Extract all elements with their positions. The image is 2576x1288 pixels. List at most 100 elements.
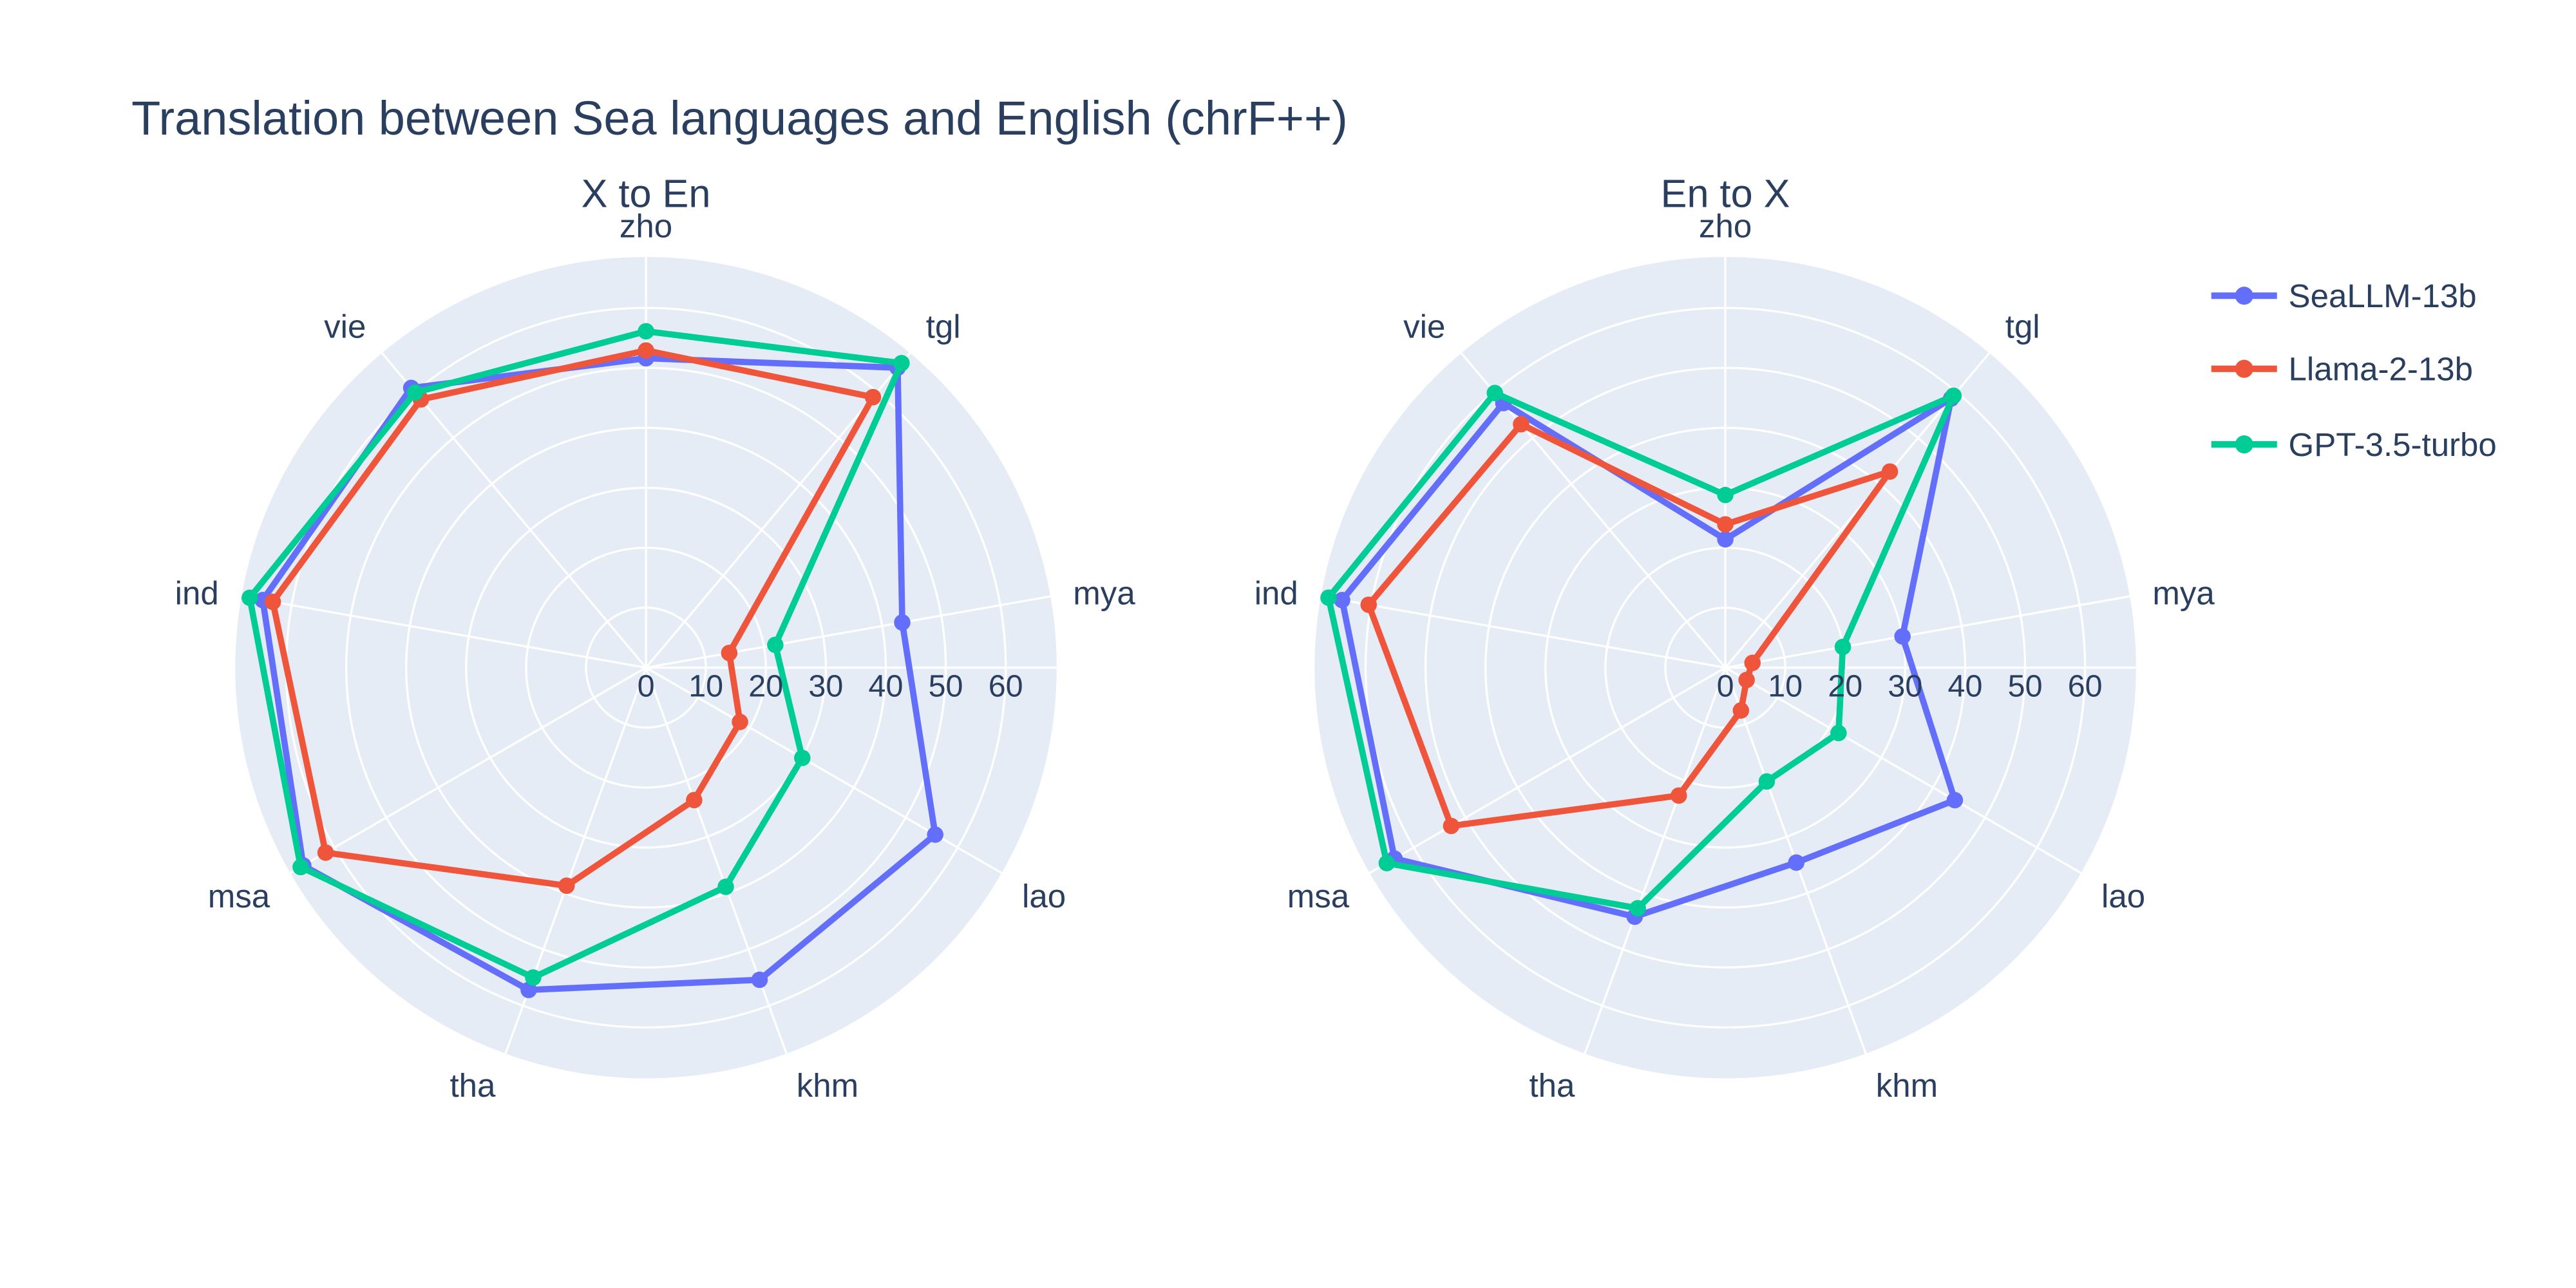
radar-polygon-GPT-3.5-turbo[interactable] — [1325, 390, 1957, 912]
legend-item-gpt-3.5-turbo[interactable]: GPT-3.5-turbo — [2211, 426, 2497, 463]
legend-item-label: GPT-3.5-turbo — [2289, 426, 2497, 463]
data-point-SeaLLM-13b-khm[interactable] — [1788, 854, 1805, 871]
axis-label-vie: vie — [324, 308, 366, 345]
radial-tick-label-30: 30 — [808, 668, 843, 703]
radial-tick-label-30: 30 — [1888, 668, 1922, 703]
radar-polygon-Llama-2-13b[interactable] — [269, 347, 876, 889]
data-point-Llama-2-13b-vie[interactable] — [1513, 415, 1530, 433]
axis-label-khm: khm — [1876, 1067, 1938, 1104]
data-point-GPT-3.5-turbo-tha[interactable] — [1629, 900, 1646, 917]
data-point-Llama-2-13b-msa[interactable] — [317, 844, 334, 861]
data-point-Llama-2-13b-mya[interactable] — [721, 645, 738, 661]
plots-group: X to En 0 10 20 30 40 50 60 zho tgl mya lao khm tha ms… — [175, 171, 2215, 1104]
polar-subplot-en-to-x: En to X 0 10 20 30 40 50 60 zho tgl mya lao khm tha ms… — [1255, 171, 2215, 1104]
axis-label-tha: tha — [450, 1067, 496, 1104]
angular-spoke-mya — [645, 595, 1051, 669]
data-point-GPT-3.5-turbo-msa[interactable] — [1378, 855, 1396, 872]
axis-label-lao: lao — [2101, 878, 2145, 914]
data-point-Llama-2-13b-zho[interactable] — [638, 342, 654, 359]
angular-spoke-khm — [645, 667, 788, 1054]
axis-label-mya: mya — [1073, 575, 1135, 612]
data-point-SeaLLM-13b-ind[interactable] — [1334, 592, 1350, 609]
data-point-GPT-3.5-turbo-zho[interactable] — [1717, 486, 1734, 504]
legend-marker-dot — [2235, 435, 2253, 454]
data-point-GPT-3.5-turbo-lao[interactable] — [794, 750, 811, 766]
data-point-GPT-3.5-turbo-mya[interactable] — [1834, 638, 1852, 656]
data-point-Llama-2-13b-msa[interactable] — [1443, 817, 1460, 835]
axis-label-tgl: tgl — [926, 308, 961, 345]
data-point-GPT-3.5-turbo-lao[interactable] — [1830, 724, 1847, 741]
radial-tick-label-0: 0 — [638, 668, 655, 703]
data-point-SeaLLM-13b-zho[interactable] — [1717, 531, 1734, 548]
data-point-Llama-2-13b-khm[interactable] — [1732, 702, 1750, 719]
legend-item-llama-2-13b[interactable]: Llama-2-13b — [2211, 351, 2473, 388]
data-point-SeaLLM-13b-lao[interactable] — [927, 826, 943, 843]
radial-tick-label-0: 0 — [1717, 668, 1734, 703]
data-point-Llama-2-13b-tha[interactable] — [558, 877, 575, 895]
angular-spoke-tha — [1584, 667, 1727, 1054]
data-point-GPT-3.5-turbo-msa[interactable] — [292, 858, 309, 876]
data-point-GPT-3.5-turbo-khm[interactable] — [1758, 773, 1776, 790]
legend-item-label: Llama-2-13b — [2289, 351, 2473, 388]
data-point-GPT-3.5-turbo-tgl[interactable] — [893, 355, 910, 372]
data-point-GPT-3.5-turbo-khm[interactable] — [717, 878, 734, 895]
angular-spoke-mya — [1725, 595, 2130, 669]
radar-polygon-GPT-3.5-turbo[interactable] — [246, 328, 905, 981]
radial-tick-label-10: 10 — [688, 668, 723, 703]
subplot-title: En to X — [1661, 171, 1790, 215]
radial-tick-label-20: 20 — [1828, 668, 1862, 703]
polar-subplot-x-to-en: X to En 0 10 20 30 40 50 60 zho tgl mya lao khm tha ms… — [175, 171, 1136, 1104]
radial-tick-label-40: 40 — [869, 668, 904, 703]
legend-marker-dot — [2235, 359, 2253, 378]
data-point-Llama-2-13b-tgl[interactable] — [1881, 463, 1899, 480]
radial-tick-label-50: 50 — [929, 668, 963, 703]
data-point-SeaLLM-13b-tha[interactable] — [520, 981, 537, 998]
data-point-SeaLLM-13b-mya[interactable] — [894, 614, 911, 631]
data-point-GPT-3.5-turbo-ind[interactable] — [242, 589, 258, 607]
data-point-GPT-3.5-turbo-vie[interactable] — [1486, 384, 1503, 401]
data-point-GPT-3.5-turbo-zho[interactable] — [638, 323, 654, 340]
data-point-GPT-3.5-turbo-mya[interactable] — [767, 636, 784, 654]
axis-label-zho: zho — [620, 207, 672, 244]
data-point-Llama-2-13b-lao[interactable] — [1738, 672, 1755, 688]
axis-label-msa: msa — [208, 878, 270, 914]
data-point-Llama-2-13b-ind[interactable] — [1360, 596, 1378, 613]
data-point-Llama-2-13b-mya[interactable] — [1744, 654, 1761, 672]
data-point-SeaLLM-13b-lao[interactable] — [1946, 791, 1964, 809]
legend: SeaLLM-13b Llama-2-13b GPT-3.5-turbo — [2211, 278, 2497, 463]
data-point-GPT-3.5-turbo-vie[interactable] — [406, 384, 424, 401]
axis-label-tgl: tgl — [2005, 308, 2040, 345]
axis-label-zho: zho — [1699, 207, 1752, 244]
radial-tick-label-60: 60 — [989, 668, 1023, 703]
axis-label-msa: msa — [1287, 878, 1350, 914]
axis-label-tha: tha — [1529, 1067, 1575, 1104]
angular-spoke-msa — [289, 667, 647, 875]
axis-label-vie: vie — [1403, 308, 1445, 345]
radial-tick-label-40: 40 — [1948, 668, 1983, 703]
angular-spoke-lao — [1725, 667, 2082, 875]
axis-label-mya: mya — [2152, 575, 2215, 612]
data-point-GPT-3.5-turbo-tha[interactable] — [525, 969, 542, 986]
data-point-Llama-2-13b-zho[interactable] — [1717, 516, 1734, 533]
data-point-SeaLLM-13b-mya[interactable] — [1894, 628, 1911, 645]
subplot-title: X to En — [582, 171, 711, 215]
data-point-Llama-2-13b-lao[interactable] — [732, 714, 748, 730]
data-point-Llama-2-13b-ind[interactable] — [264, 593, 281, 611]
axis-label-khm: khm — [797, 1067, 858, 1104]
data-point-Llama-2-13b-khm[interactable] — [686, 791, 703, 809]
legend-item-seallm-13b[interactable]: SeaLLM-13b — [2211, 278, 2477, 314]
data-point-GPT-3.5-turbo-ind[interactable] — [1320, 589, 1337, 606]
radar-polygon-Llama-2-13b[interactable] — [1365, 421, 1893, 829]
axis-label-ind: ind — [175, 575, 219, 612]
radial-tick-label-60: 60 — [2068, 668, 2103, 703]
data-point-Llama-2-13b-tgl[interactable] — [864, 388, 882, 406]
radar-polygon-SeaLLM-13b[interactable] — [1339, 395, 1958, 920]
data-point-Llama-2-13b-tha[interactable] — [1671, 787, 1687, 804]
axis-label-lao: lao — [1022, 878, 1066, 914]
legend-marker-dot — [2235, 287, 2253, 305]
legend-item-label: SeaLLM-13b — [2289, 278, 2477, 314]
data-point-SeaLLM-13b-khm[interactable] — [751, 971, 768, 989]
data-point-GPT-3.5-turbo-tgl[interactable] — [1945, 387, 1962, 404]
